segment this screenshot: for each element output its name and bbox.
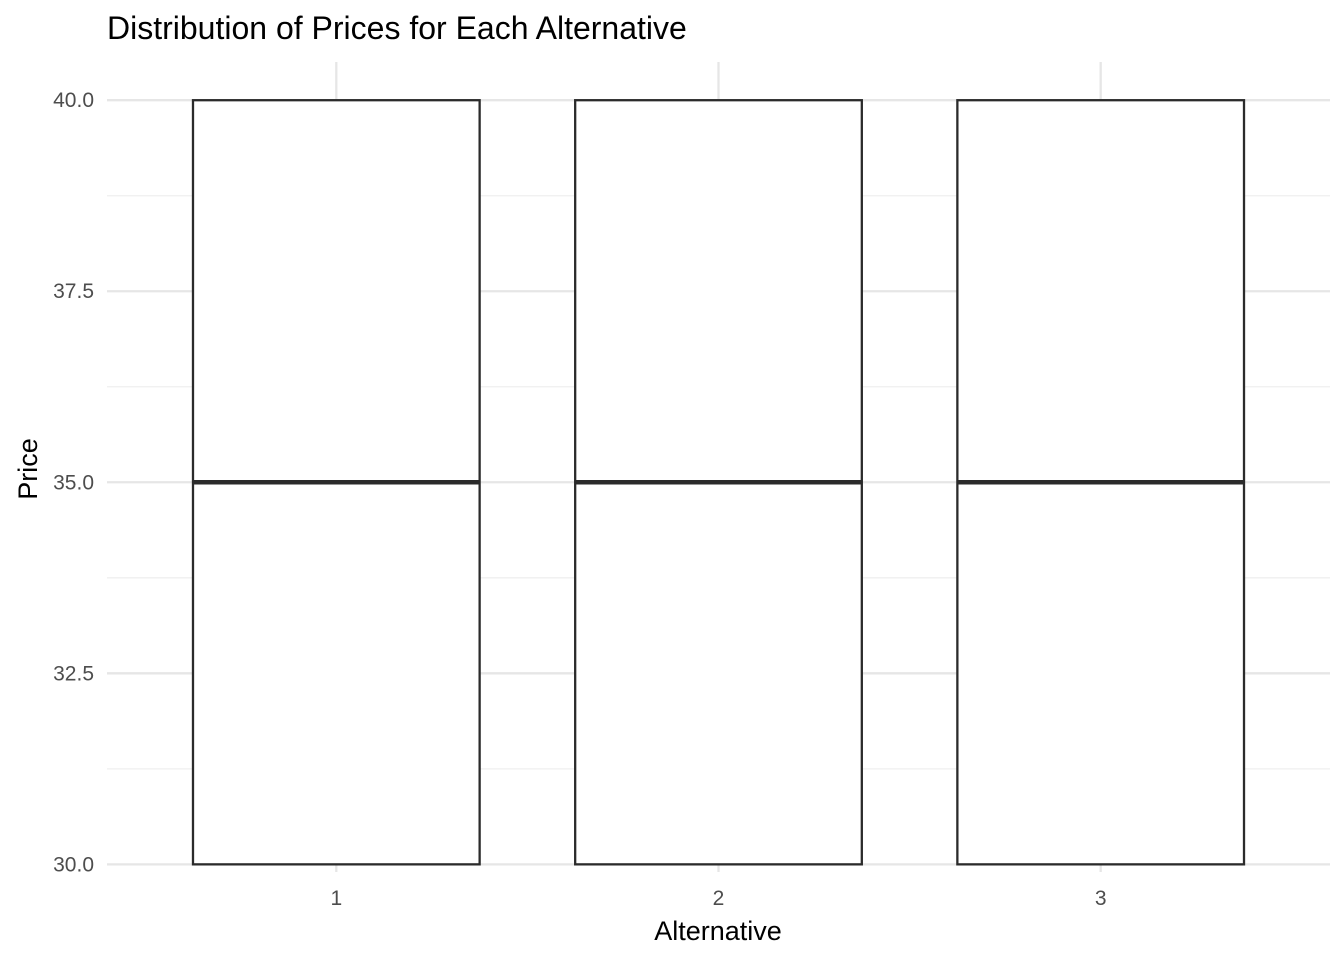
y-tick-label: 32.5	[53, 662, 94, 685]
y-tick-label: 37.5	[53, 280, 94, 303]
y-tick-label: 30.0	[53, 853, 94, 876]
x-tick-label: 2	[713, 887, 725, 910]
x-tick-label: 1	[330, 887, 342, 910]
box-layer	[191, 99, 1246, 866]
y-tick-label: 40.0	[53, 89, 94, 112]
chart-title: Distribution of Prices for Each Alternat…	[107, 10, 687, 46]
y-tick-label: 35.0	[53, 471, 94, 494]
y-axis-title: Price	[13, 438, 43, 500]
x-axis-title: Alternative	[654, 916, 782, 946]
tick-layer: 30.0 32.5 35.0 37.5 40.0 1 2 3	[53, 89, 1106, 910]
x-tick-label: 3	[1095, 887, 1107, 910]
